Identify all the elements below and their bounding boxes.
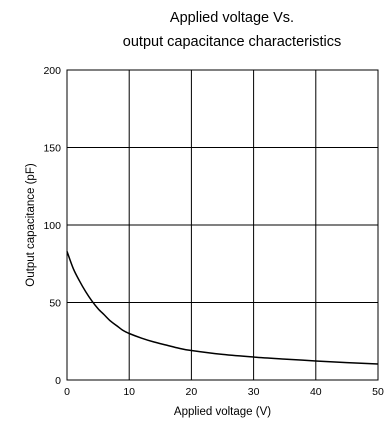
x-tick-label: 40	[310, 386, 322, 398]
x-axis-label: Applied voltage (V)	[174, 406, 271, 418]
x-tick-label: 20	[186, 386, 198, 398]
y-tick-label: 200	[43, 65, 61, 77]
x-tick-label: 30	[248, 386, 260, 398]
grid-lines	[66, 69, 379, 381]
capacitance-curve	[66, 251, 379, 365]
y-tick-label: 150	[43, 143, 61, 155]
y-tick-labels: 0 50 100 150 200	[43, 65, 61, 387]
x-tick-labels: 0 10 20 30 40 50	[64, 386, 384, 398]
x-tick-label: 10	[123, 386, 135, 398]
chart-title-line-1: Applied voltage Vs.	[170, 10, 294, 26]
y-tick-label: 0	[55, 375, 61, 387]
y-axis-label: Output capacitance (pF)	[25, 163, 37, 287]
y-tick-label: 100	[43, 220, 61, 232]
plot-area-frame	[66, 69, 379, 381]
x-tick-label: 50	[372, 386, 384, 398]
x-tick-label: 0	[64, 386, 70, 398]
chart-title-line-2: output capacitance characteristics	[123, 34, 341, 50]
y-tick-label: 50	[49, 298, 61, 310]
